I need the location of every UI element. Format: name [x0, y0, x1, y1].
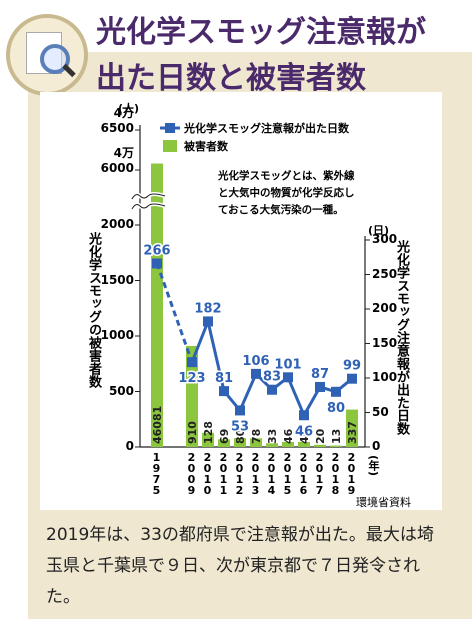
line-marker	[315, 381, 325, 392]
x-tick-label: 2011	[217, 451, 230, 495]
line-marker	[283, 372, 293, 383]
bar-value-label: 33	[266, 429, 279, 444]
y-axis-title: 光化学スモッグの被害者数	[86, 232, 101, 388]
x-unit: (年)	[367, 455, 380, 477]
title-line: 光化学スモッグ注意報が	[96, 15, 426, 50]
bar	[202, 432, 214, 447]
y-tick-label: 1000	[100, 328, 134, 342]
bar	[250, 438, 262, 447]
bar	[298, 441, 310, 447]
line-value-label: 87	[311, 367, 329, 382]
title: 光化学スモッグ注意報が 出た日数と被害者数	[96, 10, 426, 102]
legend-label: 被害者数	[184, 140, 228, 153]
x-tick-label: 2017	[313, 451, 326, 495]
line-value-label: 46	[295, 424, 313, 439]
bar-value-label: 78	[250, 429, 263, 444]
y-tick-label: 4万 6500	[100, 106, 134, 135]
bar	[151, 163, 163, 447]
line-value-label: 266	[143, 243, 170, 258]
x-tick-label: 2018	[329, 451, 342, 495]
bar	[186, 345, 198, 447]
bar-value-label: 69	[218, 429, 231, 444]
bar-value-label: 13	[330, 429, 343, 444]
line-value-label: 182	[194, 301, 221, 316]
bar	[282, 441, 294, 447]
line-marker	[187, 357, 197, 368]
bar	[330, 445, 342, 447]
line-value-label: 101	[274, 357, 301, 372]
line-marker	[152, 258, 162, 269]
line-marker	[267, 384, 277, 395]
axis-break	[131, 203, 166, 210]
line-marker	[219, 386, 229, 397]
x-tick-label: 2013	[249, 451, 262, 495]
y2-tick-label: 300	[372, 232, 398, 246]
line-marker	[331, 386, 341, 397]
y2-tick-label: 0	[372, 439, 381, 453]
title-line: 出た日数と被害者数	[96, 61, 366, 96]
x-tick-label: 2015	[281, 451, 294, 495]
line-marker	[347, 373, 357, 384]
bar-value-label: 46	[282, 428, 295, 444]
x-tick-label: 2019	[345, 451, 358, 495]
legend-marker	[165, 123, 175, 133]
icon	[6, 14, 88, 96]
bar	[266, 443, 278, 447]
y2-tick-label: 100	[372, 370, 398, 384]
x-tick-label: 2009	[185, 451, 198, 495]
line-value-label: 81	[215, 371, 233, 386]
y-tick-label: 1500	[100, 272, 134, 287]
x-tick-label: 2014	[265, 451, 278, 495]
y2-unit: (日)	[368, 224, 390, 237]
y2-axis-title: 光化学スモッグ注意報が出た日数	[394, 240, 409, 435]
bar-value-label: 128	[202, 421, 215, 444]
line-value-label: 123	[178, 371, 205, 386]
y-tick-label: 0	[125, 439, 134, 453]
annotation: 光化学スモッグとは、紫外線と大気中の物質が化学反応しておこる大気汚染の一種。	[218, 170, 355, 216]
legend-label: 光化学スモッグ注意報が出た日数	[184, 122, 349, 135]
bar-value-label: 46081	[151, 406, 164, 444]
bar	[218, 439, 230, 447]
y2-tick-label: 50	[372, 404, 389, 419]
y-tick-label: 500	[108, 383, 134, 398]
y-tick-label: 4万 6000	[100, 146, 134, 175]
x-tick-label: 1975	[150, 451, 163, 495]
bar-value-label: 80	[234, 428, 247, 444]
bar	[234, 438, 246, 447]
x-tick-label: 2012	[233, 451, 246, 495]
bar-value-label: 910	[186, 421, 199, 444]
line-value-label: 53	[231, 419, 249, 434]
y-tick-label: 2000	[100, 217, 134, 231]
line-value-label: 99	[343, 359, 361, 374]
line-value-label: 83	[263, 370, 281, 385]
bar-value-label: 46	[298, 428, 311, 444]
y2-tick-label: 150	[372, 335, 398, 350]
line-value-label: 106	[242, 354, 269, 369]
y2-tick-label: 200	[372, 301, 398, 315]
line-marker	[203, 316, 213, 327]
line-connector	[155, 262, 194, 363]
bar	[346, 409, 358, 447]
bar-value-label: 337	[346, 421, 359, 444]
line-marker	[235, 405, 245, 416]
axis-break	[131, 193, 166, 200]
source: 環境省資料	[356, 496, 411, 509]
caption: 2019年は、33の都府県で注意報が出た。最大は埼玉県と千葉県で９日、次が東京都…	[46, 525, 434, 607]
bar	[314, 444, 326, 447]
y2-tick-label: 250	[372, 266, 398, 281]
x-tick-label: 2010	[201, 451, 214, 495]
x-tick-label: 2016	[297, 451, 310, 495]
line-marker	[299, 410, 309, 421]
legend-swatch	[163, 140, 177, 152]
line-value-label: 80	[327, 401, 345, 416]
bar-value-label: 20	[314, 428, 327, 444]
y-unit: (人)	[118, 102, 140, 115]
line-marker	[251, 368, 261, 379]
